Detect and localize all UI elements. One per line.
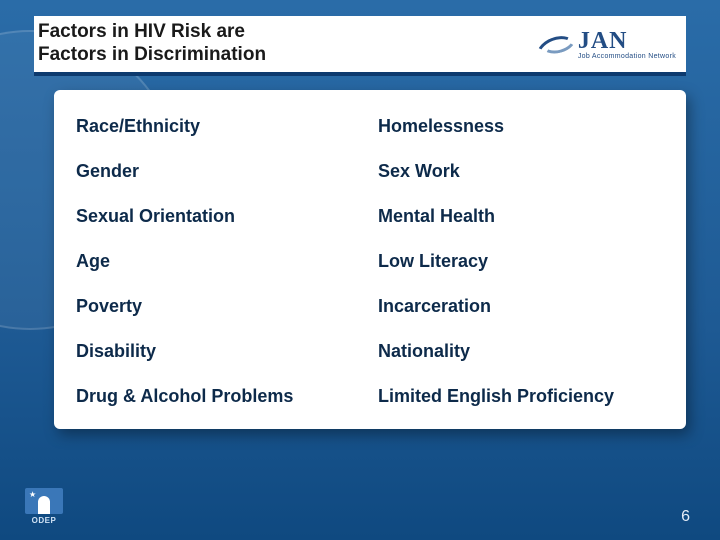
slide-title: Factors in HIV Risk are Factors in Discr…	[38, 21, 266, 67]
page-number: 6	[681, 508, 690, 526]
cell-right: Low Literacy	[370, 239, 672, 284]
table-row: Drug & Alcohol Problems Limited English …	[68, 374, 672, 419]
cell-right: Incarceration	[370, 284, 672, 329]
title-line-2: Factors in Discrimination	[38, 44, 266, 67]
factors-table: Race/Ethnicity Homelessness Gender Sex W…	[68, 104, 672, 419]
cell-left: Drug & Alcohol Problems	[68, 374, 370, 419]
jan-logo-main: JAN	[578, 29, 676, 53]
table-row: Gender Sex Work	[68, 149, 672, 194]
cell-left: Age	[68, 239, 370, 284]
cell-left: Sexual Orientation	[68, 194, 370, 239]
cell-left: Race/Ethnicity	[68, 104, 370, 149]
cell-left: Gender	[68, 149, 370, 194]
jan-logo-sub: Job Accommodation Network	[578, 53, 676, 60]
table-row: Age Low Literacy	[68, 239, 672, 284]
cell-right: Mental Health	[370, 194, 672, 239]
table-row: Race/Ethnicity Homelessness	[68, 104, 672, 149]
cell-left: Disability	[68, 329, 370, 374]
table-row: Sexual Orientation Mental Health	[68, 194, 672, 239]
table-row: Disability Nationality	[68, 329, 672, 374]
cell-right: Sex Work	[370, 149, 672, 194]
content-card: Race/Ethnicity Homelessness Gender Sex W…	[54, 90, 686, 429]
cell-right: Homelessness	[370, 104, 672, 149]
odep-icon	[25, 488, 63, 514]
jan-swoosh-icon	[536, 29, 572, 59]
jan-logo: JAN Job Accommodation Network	[536, 29, 676, 60]
odep-label: ODEP	[32, 516, 57, 525]
odep-logo: ODEP	[20, 488, 68, 528]
cell-right: Limited English Proficiency	[370, 374, 672, 419]
jan-logo-text: JAN Job Accommodation Network	[578, 29, 676, 60]
cell-left: Poverty	[68, 284, 370, 329]
header: Factors in HIV Risk are Factors in Discr…	[34, 16, 686, 76]
table-row: Poverty Incarceration	[68, 284, 672, 329]
cell-right: Nationality	[370, 329, 672, 374]
title-line-1: Factors in HIV Risk are	[38, 21, 266, 44]
factors-tbody: Race/Ethnicity Homelessness Gender Sex W…	[68, 104, 672, 419]
